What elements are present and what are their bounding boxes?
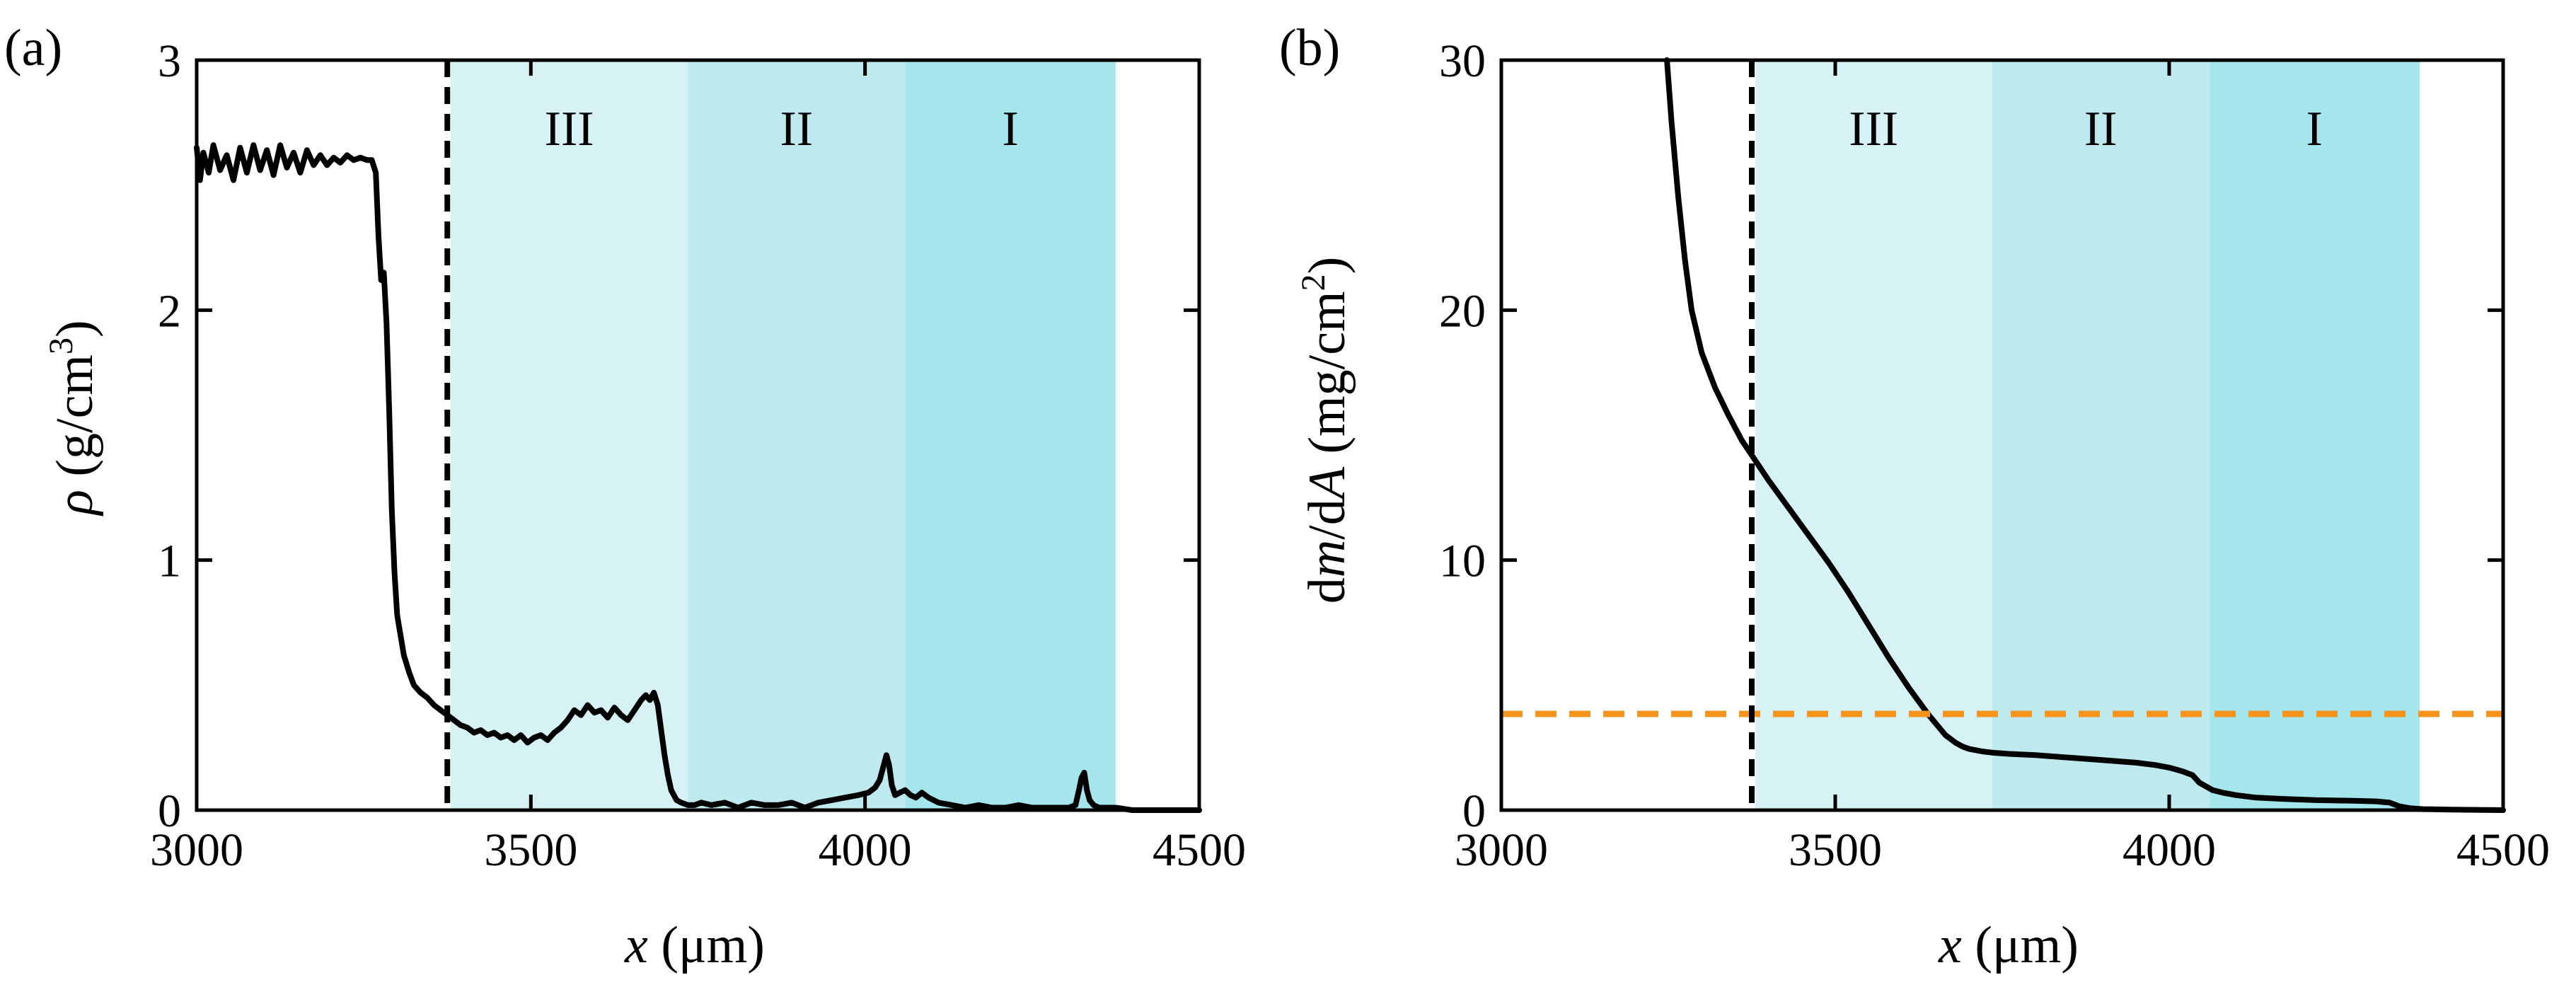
b-region-I — [2209, 60, 2420, 810]
b-plot-frame — [1499, 58, 2505, 812]
a-region-labels: III II I — [545, 102, 1019, 156]
a-region-label-II: II — [780, 102, 814, 156]
b-region-label-II: II — [2084, 102, 2118, 156]
a-xtick-label: 3000 — [150, 824, 243, 876]
a-region-II — [688, 60, 906, 810]
a-shaded-regions — [450, 60, 1116, 810]
b-xtick-label: 3000 — [1455, 824, 1548, 876]
b-ytick-label: 30 — [1439, 35, 1486, 87]
a-region-III — [450, 60, 688, 810]
b-series-line — [1664, 57, 2506, 813]
a-y-axis-label: ρ (g/cm3) — [42, 320, 104, 516]
b-region-label-III: III — [1849, 102, 1898, 156]
a-region-I — [905, 60, 1116, 810]
b-xtick-label: 4500 — [2456, 824, 2550, 876]
a-xtick-label: 3500 — [484, 824, 577, 876]
b-panel-label: (b) — [1279, 19, 1340, 77]
a-ytick-label: 3 — [158, 35, 181, 87]
a-xtick-label: 4000 — [819, 824, 912, 876]
b-shaded-regions — [1755, 60, 2420, 810]
a-ytick-label: 1 — [158, 536, 181, 587]
b-region-label-I: I — [2306, 102, 2323, 156]
a-panel-label: (a) — [4, 19, 62, 77]
b-x-axis-label: x (μm) — [1938, 916, 2079, 974]
a-region-label-III: III — [545, 102, 594, 156]
a-ytick-label: 2 — [158, 285, 181, 337]
b-ytick-label: 20 — [1439, 285, 1486, 337]
a-ytick-label: 0 — [158, 785, 181, 837]
b-region-III — [1755, 60, 1992, 810]
b-xtick-label: 3500 — [1789, 824, 1882, 876]
b-y-axis-label: dm/dA (mg/cm2) — [1295, 257, 1356, 604]
a-plot-frame — [195, 58, 1201, 812]
b-region-II — [1992, 60, 2210, 810]
a-series-0-line — [194, 142, 1202, 813]
a-series-line — [194, 142, 1202, 813]
a-x-axis-label: x (μm) — [624, 916, 765, 974]
a-tick-labels: 3000 3500 4000 4500 0 1 2 3 — [150, 35, 1246, 876]
b-region-labels: III II I — [1849, 102, 2323, 156]
a-region-label-I: I — [1002, 102, 1018, 156]
b-series-0-line — [1664, 57, 2506, 813]
a-xtick-label: 4500 — [1153, 824, 1246, 876]
b-ytick-label: 10 — [1439, 536, 1486, 587]
b-xtick-label: 4000 — [2122, 824, 2216, 876]
b-tick-labels: 3000 3500 4000 4500 0 10 20 30 — [1439, 35, 2550, 876]
b-ytick-label: 0 — [1462, 785, 1486, 837]
